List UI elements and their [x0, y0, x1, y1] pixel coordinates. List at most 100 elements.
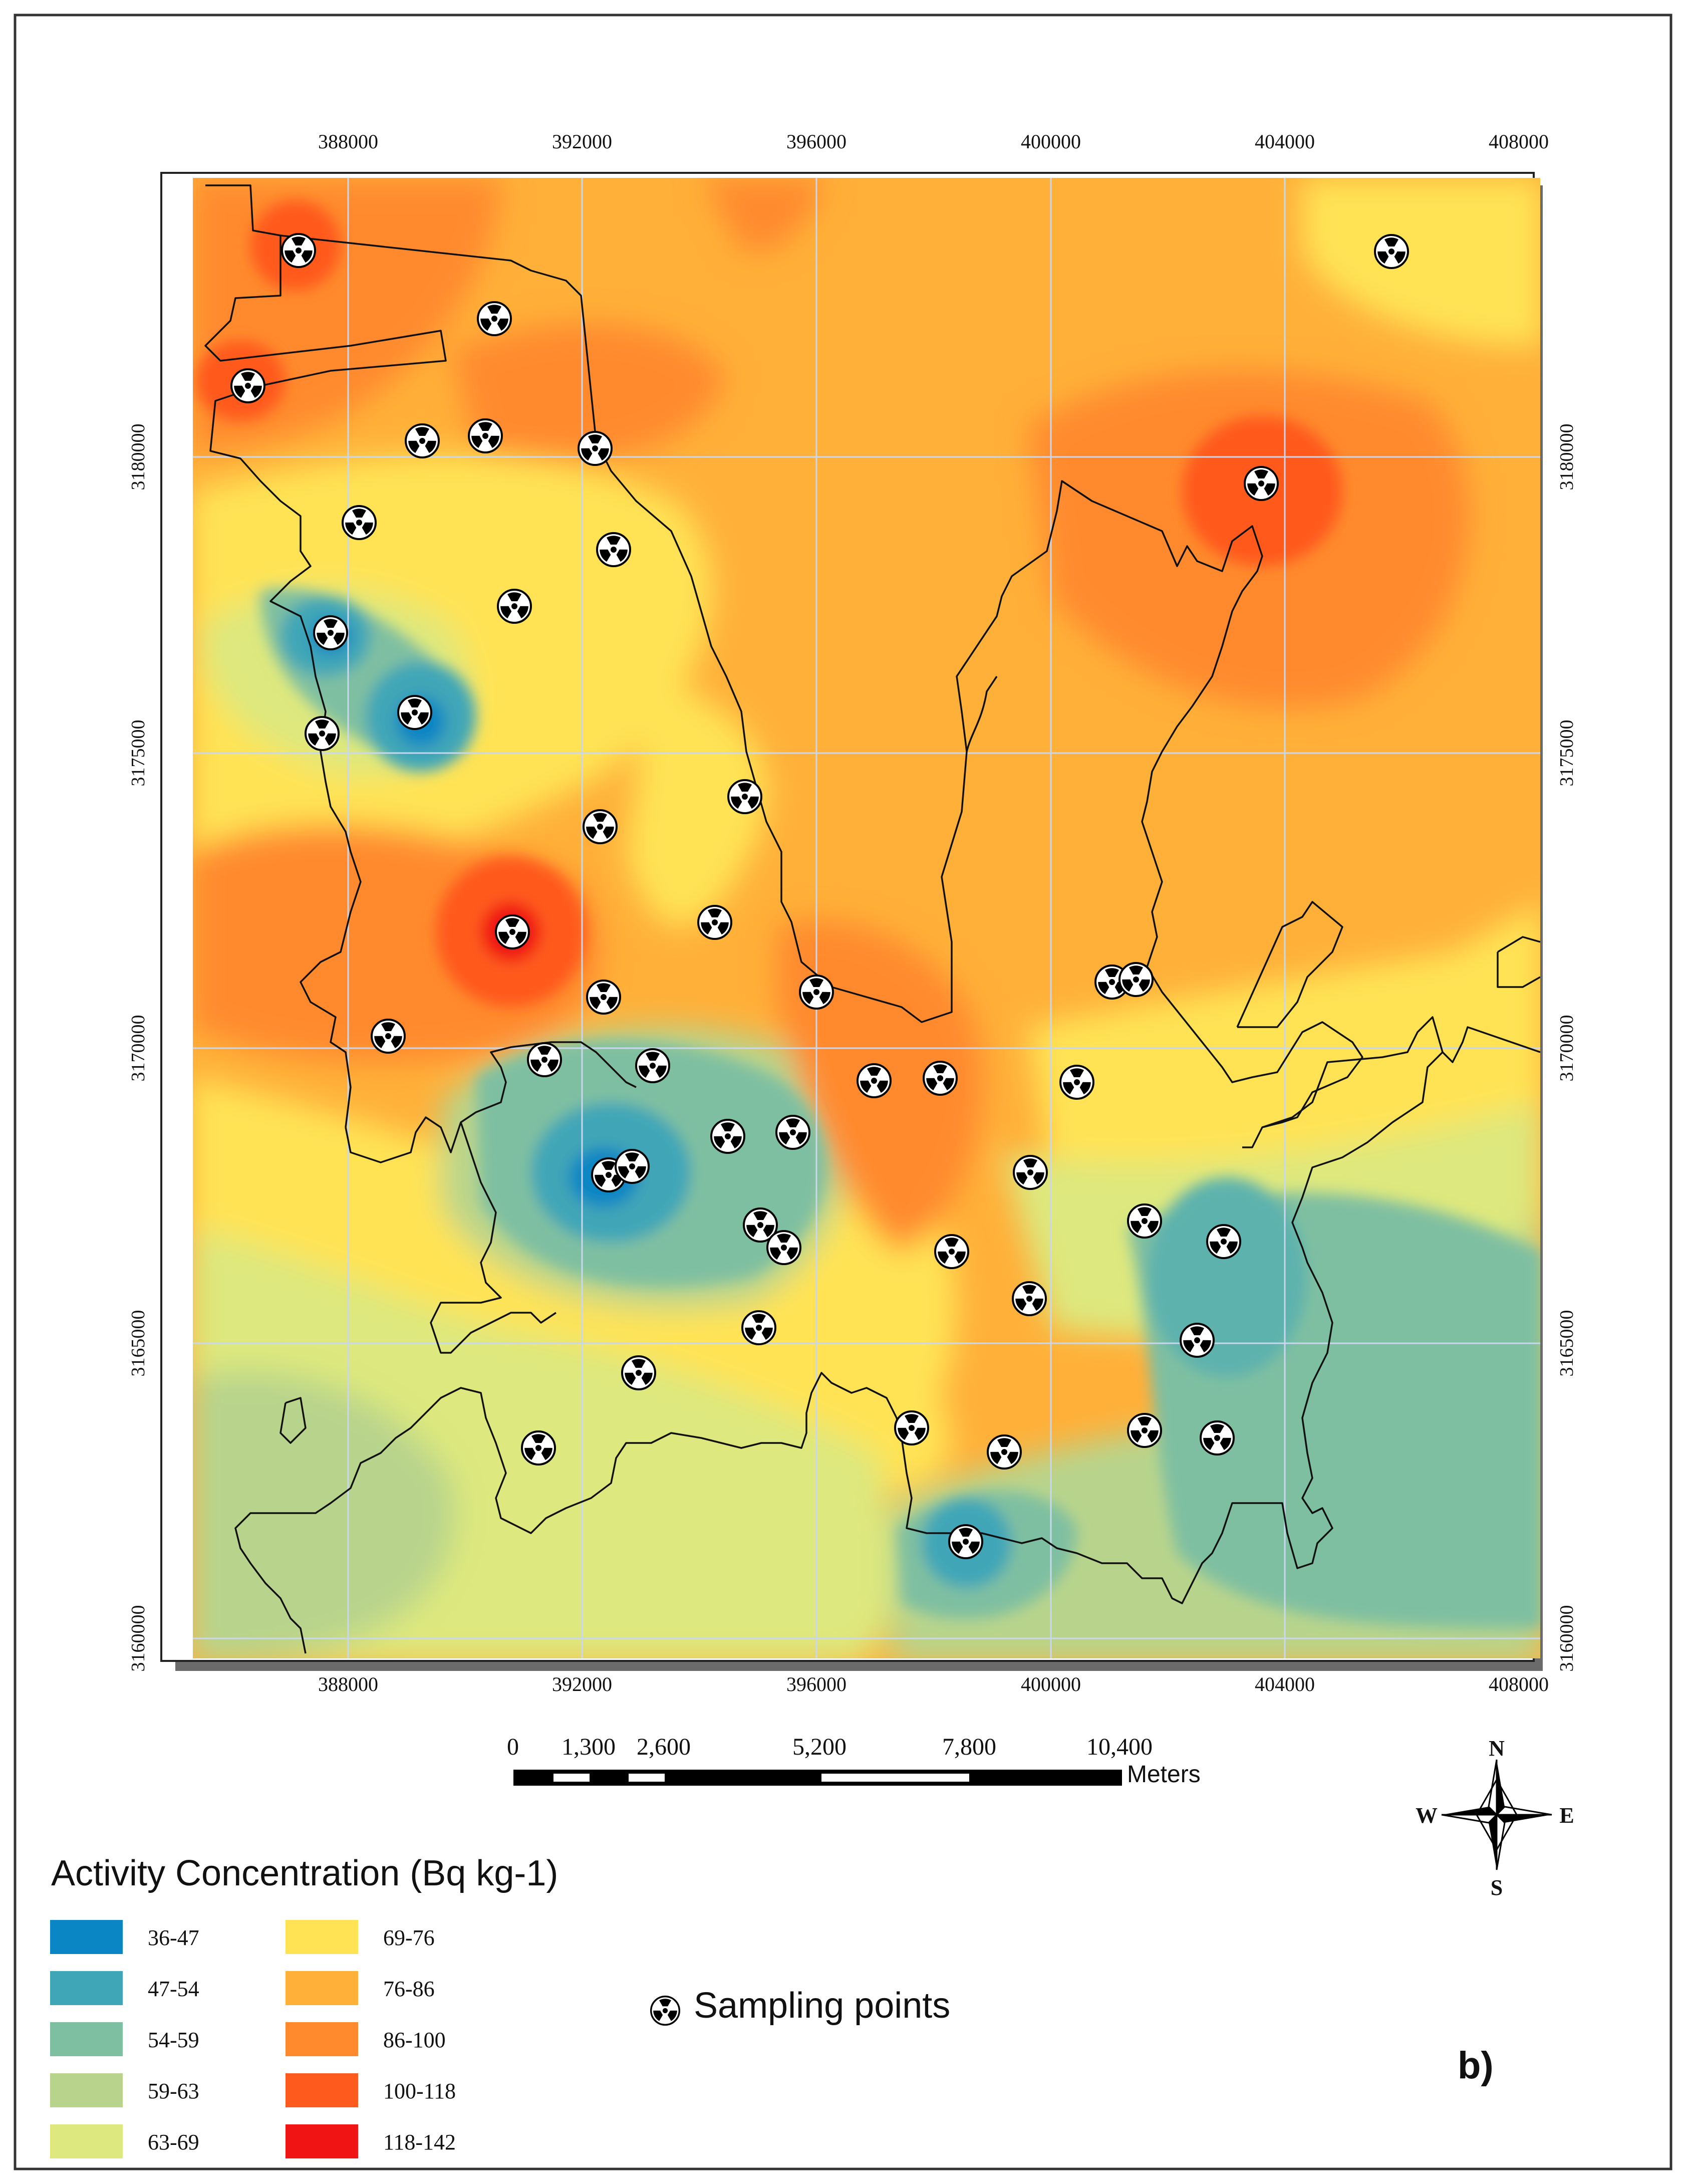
x-axis-bottom: 388000 392000 396000 400000 404000 40800… [318, 1673, 1549, 1695]
x-tick-bottom: 404000 [1255, 1673, 1315, 1695]
legend-swatch [286, 2022, 358, 2056]
compass-n: N [1489, 1736, 1505, 1761]
sampling-point-marker [477, 301, 512, 336]
x-tick-bottom: 400000 [1021, 1673, 1081, 1695]
x-tick-top: 396000 [786, 130, 847, 153]
sampling-point-marker [1206, 1224, 1241, 1259]
legend-sampling: Sampling points [650, 1986, 950, 2026]
x-tick-bottom: 388000 [318, 1673, 378, 1695]
sampling-point-marker [766, 1230, 801, 1265]
legend-title: Activity Concentration (Bq kg-1) [51, 1853, 558, 1893]
sampling-point-marker [578, 431, 613, 466]
sampling-point-marker [697, 905, 732, 940]
sampling-point-marker [281, 233, 316, 268]
x-tick-bottom: 396000 [786, 1673, 847, 1695]
sampling-point-marker [1118, 962, 1154, 997]
sampling-point-marker [230, 368, 265, 403]
panel-label: b) [1458, 2044, 1494, 2087]
legend-label: 63-69 [148, 2130, 199, 2154]
y-tick-left: 3165000 [128, 1310, 149, 1377]
scale-label: 7,800 [942, 1734, 996, 1760]
sampling-point-marker [1244, 466, 1279, 501]
sampling-point-marker [741, 1310, 776, 1345]
legend-label: 69-76 [383, 1925, 435, 1950]
x-axis-top: 388000 392000 396000 400000 404000 40800… [318, 130, 1549, 153]
sampling-point-marker [1013, 1155, 1048, 1190]
sampling-point-marker [894, 1410, 929, 1445]
compass-s: S [1491, 1875, 1503, 1900]
y-tick-right: 3175000 [1556, 720, 1577, 787]
sampling-point-marker [710, 1119, 745, 1154]
legend-label: 76-86 [383, 1977, 435, 2001]
x-tick-top: 408000 [1489, 130, 1549, 153]
legend: Activity Concentration (Bq kg-1) 36-47 47… [50, 1853, 950, 2158]
x-tick-top: 388000 [318, 130, 378, 153]
scale-label: 10,400 [1086, 1734, 1153, 1760]
scale-label: 0 [507, 1734, 519, 1760]
district-boundaries [204, 184, 1540, 1654]
sampling-point-marker [621, 1355, 656, 1390]
legend-swatch [286, 1971, 358, 2005]
x-tick-top: 392000 [552, 130, 612, 153]
sampling-point-marker [468, 418, 503, 453]
y-axis-right: 3180000 3175000 3170000 3165000 3160000 [1556, 424, 1577, 1672]
sampling-point-marker [397, 695, 432, 730]
north-arrow: N S E W [1416, 1736, 1574, 1900]
sampling-point-marker [371, 1019, 406, 1054]
x-tick-top: 400000 [1021, 130, 1081, 153]
sampling-point-marker [305, 716, 340, 751]
scale-label: 1,300 [561, 1734, 616, 1760]
y-tick-right: 3170000 [1556, 1015, 1577, 1082]
legend-label: 36-47 [148, 1925, 199, 1950]
legend-label: 118-142 [383, 2130, 456, 2154]
legend-swatch [286, 1920, 358, 1954]
y-tick-right: 3160000 [1556, 1605, 1577, 1672]
sampling-point-marker [635, 1048, 670, 1083]
sampling-point-marker [1059, 1065, 1094, 1100]
legend-swatch [286, 2124, 358, 2158]
legend-swatch [50, 2022, 123, 2056]
sampling-point-marker [1127, 1413, 1162, 1448]
y-tick-left: 3175000 [128, 720, 149, 787]
sampling-point-marker [615, 1149, 650, 1184]
legend-swatch [50, 1971, 123, 2005]
sampling-point-marker [497, 589, 532, 624]
legend-swatch [50, 1920, 123, 1954]
y-tick-left: 3170000 [128, 1015, 149, 1082]
legend-sampling-label: Sampling points [694, 1986, 950, 2026]
legend-swatch [50, 2073, 123, 2107]
legend-label: 86-100 [383, 2028, 446, 2052]
sampling-point-marker [934, 1234, 969, 1269]
sampling-point-marker [1374, 234, 1409, 269]
sampling-point-marker [586, 980, 621, 1015]
sampling-point-marker [775, 1115, 810, 1150]
sampling-point-marker [1127, 1203, 1162, 1239]
sampling-point-marker [727, 779, 762, 814]
sampling-point-marker [583, 809, 618, 844]
sampling-point-marker [521, 1430, 556, 1466]
y-tick-left: 3180000 [128, 424, 149, 491]
compass-w: W [1416, 1803, 1438, 1828]
sampling-point-marker [1012, 1281, 1047, 1316]
compass-e: E [1559, 1803, 1574, 1828]
sampling-point-marker [313, 615, 348, 650]
x-tick-bottom: 392000 [552, 1673, 612, 1695]
scale-unit: Meters [1127, 1761, 1201, 1788]
y-tick-right: 3180000 [1556, 424, 1577, 491]
legend-label: 47-54 [148, 1977, 199, 2001]
sampling-point-marker [405, 423, 440, 458]
sampling-point-marker [948, 1524, 983, 1559]
sampling-point-marker [495, 914, 530, 949]
concentration-surface [193, 178, 1540, 1658]
scale-label: 5,200 [792, 1734, 847, 1760]
y-tick-right: 3165000 [1556, 1310, 1577, 1377]
legend-label: 100-118 [383, 2079, 456, 2103]
y-axis-left: 3180000 3175000 3170000 3165000 3160000 [128, 424, 149, 1672]
legend-label: 54-59 [148, 2028, 199, 2052]
graticule [193, 178, 1540, 1658]
sampling-point-marker [857, 1063, 892, 1098]
sampling-point-marker [1180, 1323, 1215, 1358]
scale-label: 2,600 [637, 1734, 691, 1760]
x-tick-top: 404000 [1255, 130, 1315, 153]
